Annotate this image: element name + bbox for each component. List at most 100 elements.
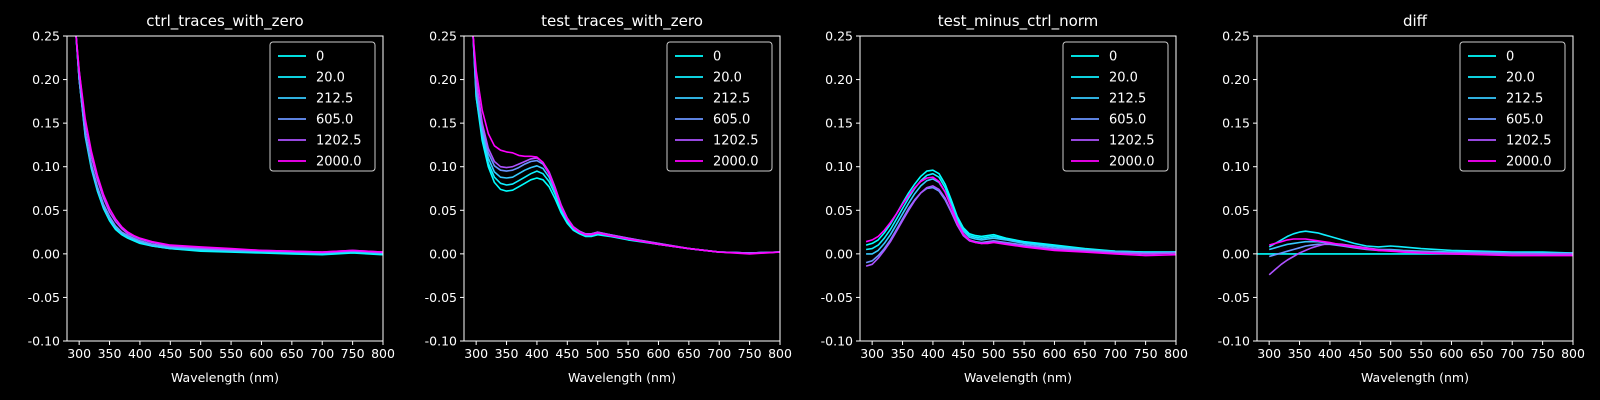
legend-label: 20.0 <box>1109 71 1138 86</box>
x-tick-label: 800 <box>768 346 792 361</box>
series-line-2000-0 <box>1268 238 1573 257</box>
legend-label: 0 <box>1506 50 1514 65</box>
legend-label: 2000.0 <box>316 155 362 170</box>
x-tick-label: 650 <box>677 346 701 361</box>
x-tick-label: 350 <box>495 346 519 361</box>
legend-label: 1202.5 <box>316 134 362 149</box>
series-line-0 <box>865 169 1176 253</box>
y-tick-label: -0.05 <box>28 290 60 305</box>
legend-label: 605.0 <box>316 113 353 128</box>
x-tick-label: 700 <box>707 346 731 361</box>
legend-label: 212.5 <box>1506 92 1543 107</box>
legend-label: 605.0 <box>713 113 750 128</box>
plot-frame <box>66 35 384 342</box>
y-tick-label: 0.15 <box>1222 116 1250 131</box>
plot-frame <box>1256 35 1574 342</box>
x-tick-label: 550 <box>616 346 640 361</box>
x-tick-label: 300 <box>1257 346 1281 361</box>
x-tick-label: 300 <box>860 346 884 361</box>
y-tick-label: 0.10 <box>1222 159 1250 174</box>
legend-label: 0 <box>713 50 721 65</box>
legend-label: 2000.0 <box>713 155 759 170</box>
legend-box <box>666 41 773 172</box>
x-tick-label: 350 <box>1288 346 1312 361</box>
legend-label: 20.0 <box>713 71 742 86</box>
y-tick-label: 0.20 <box>32 72 60 87</box>
legend-box <box>269 41 376 172</box>
y-tick-label: 0.00 <box>429 246 457 261</box>
legend-box <box>1062 41 1169 172</box>
y-tick-label: -0.10 <box>1218 334 1250 349</box>
x-tick-label: 500 <box>189 346 213 361</box>
y-tick-label: 0.15 <box>825 116 853 131</box>
x-tick-label: 450 <box>951 346 975 361</box>
x-tick-label: 400 <box>525 346 549 361</box>
legend-label: 2000.0 <box>1506 155 1552 170</box>
y-tick-label: 0.20 <box>825 72 853 87</box>
x-axis-label: Wavelength (nm) <box>964 370 1072 385</box>
y-tick-label: 0.10 <box>32 159 60 174</box>
legend-label: 1202.5 <box>1109 134 1155 149</box>
x-tick-label: 450 <box>555 346 579 361</box>
x-tick-label: 500 <box>1379 346 1403 361</box>
x-tick-label: 400 <box>921 346 945 361</box>
legend: 0 20.0 212.5 605.0 1202.5 2000.0 <box>666 41 773 172</box>
y-tick-label: 0.05 <box>1222 203 1250 218</box>
chart-panel-4: diff 300 350 400 450 500 550 600 650 700 750 800 -0.… <box>1218 12 1585 385</box>
chart-title: ctrl_traces_with_zero <box>146 12 303 31</box>
legend-box <box>1459 41 1566 172</box>
legend: 0 20.0 212.5 605.0 1202.5 2000.0 <box>1062 41 1169 172</box>
y-tick-label: -0.05 <box>1218 290 1250 305</box>
x-tick-label: 400 <box>1318 346 1342 361</box>
x-tick-label: 750 <box>1531 346 1555 361</box>
legend-label: 212.5 <box>316 92 353 107</box>
legend-label: 1202.5 <box>1506 134 1552 149</box>
y-tick-label: 0.10 <box>825 159 853 174</box>
chart-title: test_minus_ctrl_norm <box>938 12 1099 31</box>
legend-label: 20.0 <box>316 71 345 86</box>
x-tick-label: 750 <box>1134 346 1158 361</box>
y-tick-label: 0.05 <box>32 203 60 218</box>
series-line-20-0 <box>1268 230 1573 254</box>
y-tick-label: -0.05 <box>425 290 457 305</box>
x-tick-label: 450 <box>158 346 182 361</box>
y-tick-label: 0.25 <box>1222 29 1250 44</box>
y-tick-label: 0.25 <box>429 29 457 44</box>
y-tick-label: -0.10 <box>425 334 457 349</box>
x-tick-label: 700 <box>1500 346 1524 361</box>
series-line-605-0 <box>75 36 383 254</box>
chart-panel-2: test_traces_with_zero 300 350 400 450 500 550 6… <box>425 12 792 385</box>
chart-title: diff <box>1403 12 1428 30</box>
x-tick-label: 550 <box>219 346 243 361</box>
x-tick-label: 700 <box>310 346 334 361</box>
x-axis-label: Wavelength (nm) <box>568 370 676 385</box>
legend-label: 2000.0 <box>1109 155 1155 170</box>
series-line-20-0 <box>865 172 1176 253</box>
x-tick-label: 400 <box>128 346 152 361</box>
y-tick-label: 0.00 <box>825 246 853 261</box>
y-tick-label: 0.15 <box>32 116 60 131</box>
x-tick-label: 800 <box>371 346 395 361</box>
legend-label: 212.5 <box>1109 92 1146 107</box>
y-tick-label: 0.10 <box>429 159 457 174</box>
x-tick-label: 650 <box>1073 346 1097 361</box>
y-tick-label: 0.05 <box>825 203 853 218</box>
plot-frame <box>463 35 781 342</box>
x-tick-label: 800 <box>1164 346 1188 361</box>
x-tick-label: 750 <box>738 346 762 361</box>
x-tick-label: 650 <box>280 346 304 361</box>
series-line-1202-5 <box>865 185 1176 267</box>
y-tick-label: -0.10 <box>821 334 853 349</box>
x-axis-label: Wavelength (nm) <box>171 370 279 385</box>
y-tick-label: 0.05 <box>429 203 457 218</box>
y-tick-label: 0.20 <box>1222 72 1250 87</box>
legend-label: 605.0 <box>1109 113 1146 128</box>
x-tick-label: 800 <box>1561 346 1585 361</box>
x-tick-label: 500 <box>586 346 610 361</box>
x-axis-label: Wavelength (nm) <box>1361 370 1469 385</box>
legend-label: 0 <box>316 50 324 65</box>
series-line-2000-0 <box>472 36 780 255</box>
chart-title: test_traces_with_zero <box>541 12 703 31</box>
y-tick-label: 0.15 <box>429 116 457 131</box>
